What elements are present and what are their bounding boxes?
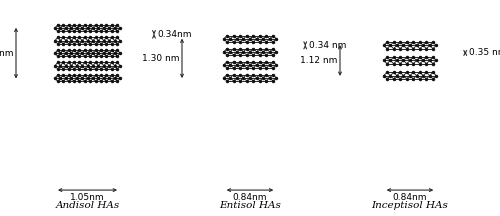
Text: 1.12 nm: 1.12 nm bbox=[300, 56, 338, 65]
Text: 1.71 nm: 1.71 nm bbox=[0, 49, 14, 58]
Text: 0.35 nm: 0.35 nm bbox=[469, 48, 500, 57]
Text: 1.05nm: 1.05nm bbox=[70, 193, 105, 202]
Text: Entisol HAs: Entisol HAs bbox=[219, 200, 281, 210]
Text: Inceptisol HAs: Inceptisol HAs bbox=[372, 200, 448, 210]
Text: 0.84nm: 0.84nm bbox=[393, 193, 427, 202]
Text: Andisol HAs: Andisol HAs bbox=[56, 200, 120, 210]
Text: 1.30 nm: 1.30 nm bbox=[142, 54, 180, 63]
Text: 0.34nm: 0.34nm bbox=[158, 30, 192, 39]
Text: 0.84nm: 0.84nm bbox=[233, 193, 267, 202]
Text: 0.34 nm: 0.34 nm bbox=[309, 41, 346, 50]
